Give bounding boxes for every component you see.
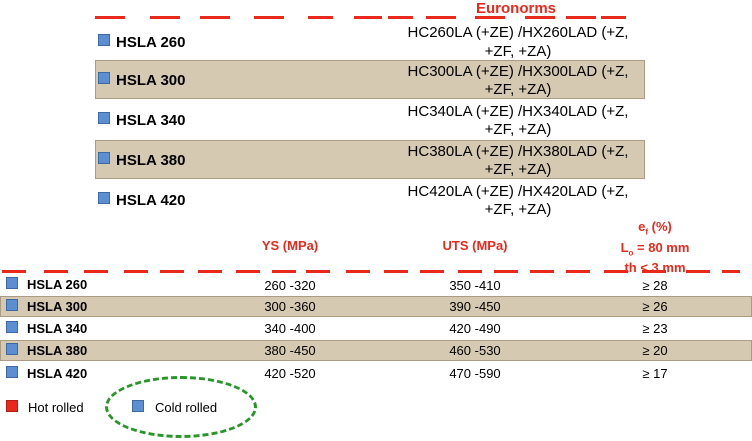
top-band-row4	[95, 140, 645, 179]
elongation-value: ≥ 28	[642, 278, 668, 293]
cold-rolled-marker-icon	[98, 112, 110, 124]
uts-value: 470 -590	[449, 366, 501, 381]
elongation-value: ≥ 23	[642, 321, 668, 336]
top-band-row2	[95, 60, 645, 99]
cold-rolled-marker-icon	[98, 192, 110, 204]
cold-rolled-marker-icon	[6, 343, 18, 355]
euronorm-line1: HC260LA (+ZE) /HX260LAD (+Z,	[407, 24, 629, 41]
euronorm-line1: HC300LA (+ZE) /HX300LAD (+Z,	[407, 63, 629, 80]
uts-value: 390 -450	[449, 299, 501, 314]
cold-rolled-marker-icon	[6, 321, 18, 333]
grade-name: HSLA 260	[27, 277, 88, 292]
legend-cold-label: Cold rolled	[155, 400, 218, 415]
grade-name: HSLA 420	[27, 366, 88, 381]
euronorm-line1: HC380LA (+ZE) /HX380LAD (+Z,	[407, 143, 629, 160]
cold-rolled-marker-icon	[6, 299, 18, 311]
ys-value: 420 -520	[264, 366, 316, 381]
uts-value: 460 -530	[449, 343, 501, 358]
grade-name: HSLA 300	[27, 299, 88, 314]
elongation-value: ≥ 17	[642, 366, 668, 381]
cold-rolled-marker-icon	[132, 400, 144, 412]
cold-rolled-marker-icon	[98, 152, 110, 164]
cold-rolled-marker-icon	[6, 277, 18, 289]
ys-value: 260 -320	[264, 278, 316, 293]
euronorm-line1: HC420LA (+ZE) /HX420LAD (+Z,	[407, 183, 629, 200]
uts-value: 350 -410	[449, 278, 501, 293]
euronorm-line2: +ZF, +ZA)	[484, 201, 552, 218]
uts-header: UTS (MPa)	[442, 238, 508, 253]
ys-value: 380 -450	[264, 343, 316, 358]
euronorm-line2: +ZF, +ZA)	[484, 43, 552, 60]
euronorms-header: Euronorms	[476, 0, 557, 17]
elongation-value: ≥ 20	[642, 343, 668, 358]
cold-rolled-marker-icon	[6, 366, 18, 378]
grade-name: HSLA 260	[116, 34, 186, 51]
grade-name: HSLA 340	[116, 112, 186, 129]
ys-header: YS (MPa)	[261, 238, 319, 253]
grade-name: HSLA 380	[116, 152, 186, 169]
grade-name: HSLA 420	[116, 192, 186, 209]
cold-rolled-marker-icon	[98, 72, 110, 84]
cold-rolled-highlight-ellipse	[105, 376, 257, 438]
euronorm-line1: HC340LA (+ZE) /HX340LAD (+Z,	[407, 103, 629, 120]
ys-value: 300 -360	[264, 299, 316, 314]
euronorm-line2: +ZF, +ZA)	[484, 121, 552, 138]
legend-hot-label: Hot rolled	[28, 400, 84, 415]
grade-name: HSLA 300	[116, 72, 186, 89]
euronorm-line2: +ZF, +ZA)	[484, 81, 552, 98]
grade-name: HSLA 340	[27, 321, 88, 336]
uts-value: 420 -490	[449, 321, 501, 336]
elongation-header: ef (%) Lo = 80 mm th < 3 mm	[620, 219, 690, 276]
ys-value: 340 -400	[264, 321, 316, 336]
hot-rolled-marker-icon	[6, 400, 18, 412]
elongation-value: ≥ 26	[642, 299, 668, 314]
euronorm-line2: +ZF, +ZA)	[484, 161, 552, 178]
cold-rolled-marker-icon	[98, 34, 110, 46]
grade-name: HSLA 380	[27, 343, 88, 358]
